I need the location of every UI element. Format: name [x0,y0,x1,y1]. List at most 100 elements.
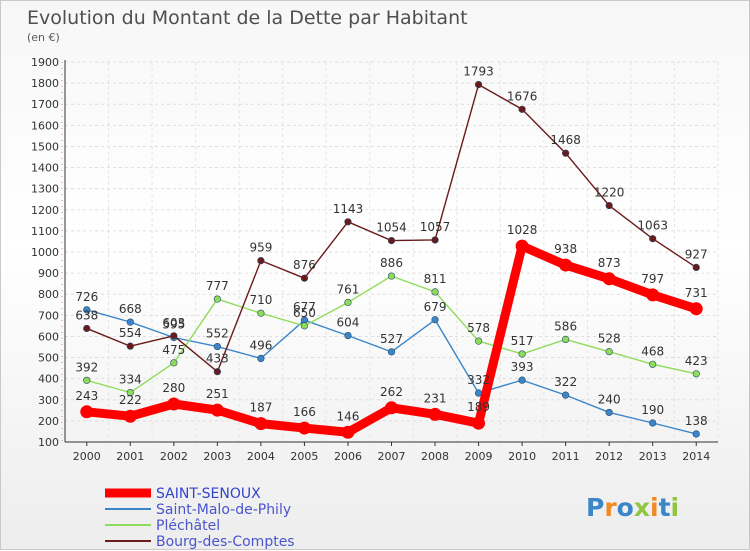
data-label: 392 [75,360,98,374]
logo-letter: i [671,493,680,522]
data-label: 280 [162,381,185,395]
data-point [605,201,613,210]
x-tick-label: 2009 [465,450,493,463]
chart-title: Evolution du Montant de la Dette par Hab… [27,7,468,29]
data-label: 251 [206,387,229,401]
x-tick-label: 2001 [116,450,144,463]
data-label: 726 [75,290,98,304]
data-label: 603 [162,316,185,330]
data-point [387,348,396,356]
data-point [213,342,221,351]
data-point [213,368,221,376]
y-tick-label: 300 [38,394,59,407]
data-label: 138 [685,414,708,428]
data-label: 240 [598,392,621,406]
data-point [387,237,396,245]
legend: SAINT-SENOUXSaint-Malo-de-PhilyPléchâtel… [105,486,295,550]
data-label: 1468 [550,133,581,147]
data-point [562,149,570,157]
data-point [692,263,700,272]
data-point [170,359,178,367]
data-label: 222 [119,393,142,407]
data-label: 638 [75,308,98,322]
data-point [83,324,91,333]
data-point [344,332,352,340]
data-label: 189 [467,400,490,414]
data-point [210,403,224,417]
data-label: 146 [337,409,360,423]
data-label: 1028 [507,223,538,237]
data-point [602,272,616,286]
data-label: 1793 [463,65,494,79]
data-point [518,350,526,358]
data-label: 475 [162,343,185,357]
data-label: 433 [206,352,229,366]
data-point [474,337,483,345]
data-label: 423 [685,354,708,368]
data-point [80,405,94,419]
data-label: 231 [424,391,447,405]
x-tick-label: 2003 [203,450,231,463]
data-point [341,425,355,439]
data-point [83,376,91,384]
data-label: 761 [337,282,360,296]
x-tick-label: 2012 [595,450,623,463]
data-point [126,389,134,397]
data-point [257,257,265,265]
data-point [518,105,526,113]
data-label: 938 [554,242,577,256]
data-label: 876 [293,258,316,272]
data-point [605,408,613,417]
y-tick-label: 700 [38,309,59,322]
data-label: 262 [380,385,403,399]
data-label: 927 [685,247,708,261]
data-point [257,309,265,317]
data-point [649,235,657,243]
data-label: 554 [119,326,142,340]
y-tick-label: 600 [38,330,59,343]
data-point [649,360,657,368]
x-tick-label: 2007 [378,450,406,463]
x-tick-label: 2010 [508,450,536,463]
data-label: 334 [119,373,142,387]
data-label: 243 [75,389,98,403]
data-label: 710 [249,293,272,307]
data-label: 650 [293,306,316,320]
data-point [387,272,396,280]
y-tick-label: 100 [38,436,59,449]
data-label: 393 [511,360,534,374]
data-point [605,348,613,356]
x-tick-label: 2005 [290,450,318,463]
data-point [83,306,91,314]
series: 243 222 280 251 187 166 146 262 231 189 1028 938 873… [75,65,708,439]
data-label: 604 [337,316,360,330]
legend-label: Pléchâtel [156,518,220,534]
logo-letter: x [634,493,650,522]
data-label: 332 [467,373,490,387]
data-label: 595 [162,318,185,332]
data-point [344,298,352,307]
x-tick-label: 2006 [334,450,362,463]
data-point [646,288,660,302]
logo-letter: r [604,493,617,522]
data-label: 190 [641,403,664,417]
data-point [254,417,268,431]
data-label: 527 [380,332,403,346]
data-label: 187 [249,401,272,415]
data-label: 797 [641,272,664,286]
data-label: 886 [380,256,403,270]
x-tick-label: 2014 [682,450,710,463]
data-label: 1057 [420,220,451,234]
data-point [431,316,439,324]
y-tick-label: 500 [38,352,59,365]
data-point [692,370,700,378]
data-label: 1054 [376,221,407,235]
data-label: 496 [249,338,272,352]
data-point [126,342,134,350]
data-label: 679 [424,300,447,314]
data-point [515,239,529,253]
axes: 100 200 300 400 500 600 700 800 900 1000 1100 1200 1… [31,56,718,463]
data-point [431,288,439,296]
